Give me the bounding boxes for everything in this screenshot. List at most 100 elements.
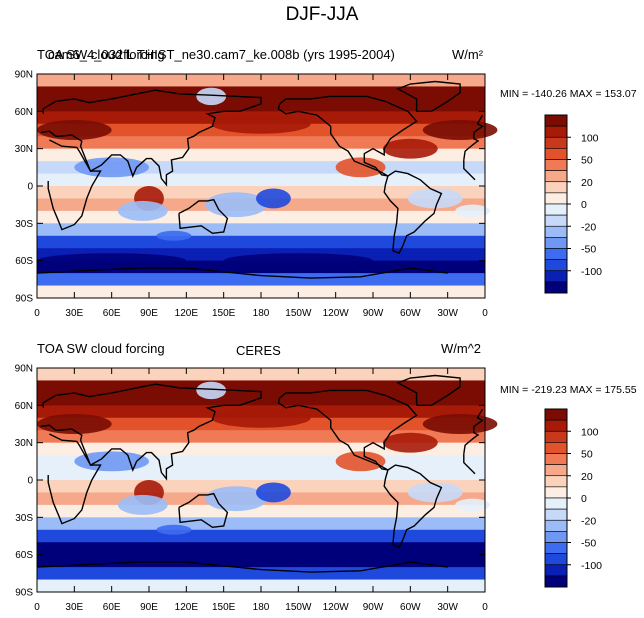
field-anomaly [455, 498, 490, 512]
x-tick-label: 120E [175, 308, 199, 319]
field-anomaly [407, 482, 463, 503]
colorbar-swatch [544, 181, 568, 194]
zonal-band [37, 235, 485, 249]
x-tick-label: 30E [65, 602, 83, 613]
field-anomaly [196, 87, 227, 106]
field-anomaly [37, 253, 187, 269]
x-tick-label: 120W [323, 308, 350, 319]
y-tick-label: 90S [15, 588, 33, 599]
coastline [463, 159, 476, 181]
coastline [36, 561, 262, 571]
colorbar-swatch [544, 192, 568, 205]
colorbar-swatch [544, 497, 568, 510]
zonal-band [37, 210, 485, 224]
colorbar-tick-label: -20 [581, 515, 596, 527]
y-tick-label: 90S [15, 294, 33, 305]
colorbar-swatch [544, 531, 568, 543]
zonal-band [37, 529, 485, 543]
y-tick-label: 90N [15, 364, 33, 375]
colorbar-swatch [544, 553, 568, 566]
colorbar-swatch [544, 442, 568, 454]
coastline [178, 492, 229, 529]
coastline [473, 408, 484, 428]
panel2-units: W/m^2 [441, 341, 482, 356]
field-anomaly [335, 157, 386, 178]
colorbar-tick-label: 0 [581, 493, 587, 505]
colorbar-swatch [544, 281, 568, 294]
x-tick-label: 0 [34, 308, 40, 319]
x-tick-label: 60E [103, 602, 121, 613]
x-tick-label: 30W [437, 602, 458, 613]
y-tick-label: 0 [27, 182, 33, 193]
colorbar-tick-label: -50 [581, 244, 596, 256]
colorbar-tick-label: 20 [581, 471, 593, 483]
y-tick-label: 30N [15, 438, 33, 449]
colorbar-swatch [544, 542, 568, 554]
panel2-left-label: TOA SW cloud forcing [37, 341, 165, 356]
x-tick-label: 180 [253, 602, 270, 613]
coastline [47, 433, 102, 525]
y-tick-label: 30S [15, 219, 33, 230]
zonal-band [37, 392, 485, 406]
colorbar-tick-label: 100 [581, 426, 599, 438]
x-tick-label: 90W [363, 308, 384, 319]
field-anomaly [37, 414, 112, 434]
field-anomaly [422, 414, 498, 434]
x-tick-label: 60W [400, 602, 421, 613]
y-tick-label: 60N [15, 401, 33, 412]
zonal-band [37, 467, 485, 481]
field-anomaly [37, 120, 112, 140]
y-tick-label: 0 [27, 476, 33, 487]
field-anomaly [407, 188, 463, 209]
y-tick-label: 30S [15, 513, 33, 524]
colorbar-tick-label: -20 [581, 221, 596, 233]
zonal-band [37, 273, 485, 287]
colorbar-swatch [544, 408, 568, 421]
x-tick-label: 150W [285, 602, 312, 613]
zonal-band [37, 173, 485, 187]
field-anomaly [382, 138, 438, 159]
x-tick-label: 30E [65, 308, 83, 319]
x-tick-label: 180 [253, 308, 270, 319]
colorbar-swatch [544, 203, 568, 216]
coastline [47, 139, 102, 231]
coastline [473, 426, 480, 436]
colorbar-swatch [544, 225, 568, 238]
coastline [40, 89, 262, 187]
coastline [40, 383, 262, 481]
field-anomaly [256, 188, 291, 209]
coastline [463, 434, 478, 455]
panel1-case-label: cam6_4_032fL THIST_ne30.cam7_ke.008b (yr… [48, 47, 395, 62]
colorbar-tick-label: 50 [581, 449, 593, 461]
x-tick-label: 150E [212, 308, 236, 319]
x-tick-label: 30W [437, 308, 458, 319]
field-anomaly [256, 482, 291, 503]
colorbar-swatch [544, 148, 568, 160]
colorbar-swatch [544, 475, 568, 488]
field-anomaly [117, 494, 168, 515]
colorbar-swatch [544, 508, 568, 521]
colorbar-tick-label: -100 [581, 266, 602, 278]
colorbar-swatch [544, 564, 568, 577]
zonal-band [37, 517, 485, 531]
field-anomaly [223, 253, 373, 269]
y-tick-label: 30N [15, 144, 33, 155]
zonal-band [37, 98, 485, 112]
colorbar-tick-label: -100 [581, 560, 602, 572]
y-tick-label: 60S [15, 550, 33, 561]
colorbar-swatch [544, 214, 568, 227]
coastline [396, 374, 461, 406]
colorbar-swatch [544, 259, 568, 272]
x-tick-label: 90W [363, 602, 384, 613]
colorbar-swatch [544, 430, 568, 443]
coastline [277, 389, 418, 471]
colorbar-swatch [544, 464, 568, 477]
coastline [463, 453, 476, 475]
field-anomaly [211, 407, 311, 428]
colorbar-swatch [544, 136, 568, 149]
x-tick-label: 90E [140, 308, 158, 319]
colorbar-swatch [544, 519, 568, 532]
